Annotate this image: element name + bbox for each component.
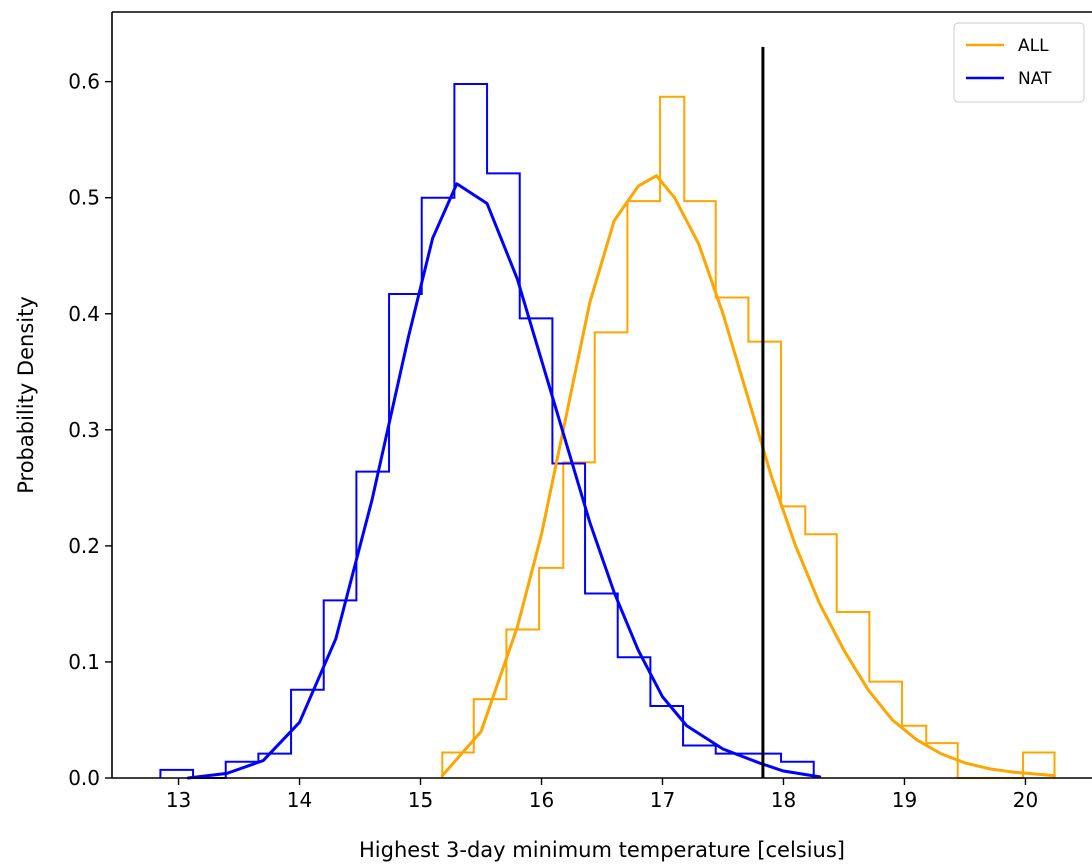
x-tick-label: 19 <box>892 788 917 812</box>
all-density-curve <box>440 174 1056 778</box>
x-tick-label: 17 <box>650 788 675 812</box>
x-tick-label: 14 <box>287 788 312 812</box>
y-tick-label: 0.2 <box>68 534 100 558</box>
x-tick-label: 15 <box>408 788 433 812</box>
x-axis-label: Highest 3-day minimum temperature [celsi… <box>359 838 845 862</box>
y-tick-label: 0.6 <box>68 70 100 94</box>
axes: 13 14 15 16 17 18 19 20 0.0 0.1 0.2 0.3 0.4 0.5 0.6 <box>68 11 1092 812</box>
y-tick-label: 0.0 <box>68 766 100 790</box>
x-tick-label: 20 <box>1013 788 1038 812</box>
nat-histogram <box>159 82 815 779</box>
x-tick-label: 13 <box>166 788 191 812</box>
y-axis-label: Probability Density <box>14 296 38 494</box>
all-histogram <box>441 95 1056 779</box>
y-tick-label: 0.1 <box>68 650 100 674</box>
legend: ALL NAT <box>953 22 1085 103</box>
legend-label-nat: NAT <box>1018 69 1052 89</box>
y-tick-label: 0.3 <box>68 418 100 442</box>
legend-box <box>953 22 1085 103</box>
y-tick-label: 0.4 <box>68 302 100 326</box>
plot-area <box>159 46 1056 780</box>
x-tick-label: 16 <box>529 788 554 812</box>
y-tick-label: 0.5 <box>68 186 100 210</box>
x-tick-label: 18 <box>771 788 796 812</box>
nat-density-curve <box>186 182 822 780</box>
legend-label-all: ALL <box>1018 36 1049 56</box>
